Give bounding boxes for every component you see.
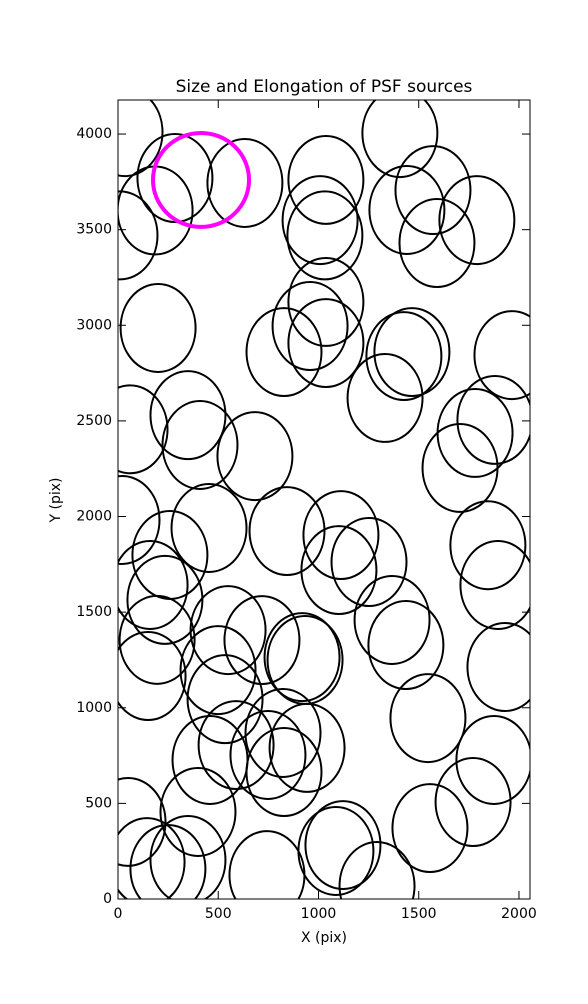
psf-ellipse [346,352,424,443]
psf-ellipse [118,190,159,281]
psf-ellipse [118,817,186,899]
psf-ellipse [389,673,467,764]
plot-frame [117,99,531,900]
psf-ellipse [268,702,346,793]
psf-ellipse [186,654,264,745]
psf-ellipse [223,595,301,686]
y-tick-label: 1500 [76,604,112,620]
psf-ellipse [434,757,512,848]
psf-ellipse [365,311,443,402]
x-tick-label: 1500 [401,906,437,922]
psf-ellipse [455,714,530,805]
psf-ellipse [149,370,227,461]
psf-ellipse [159,767,237,857]
psf-ellipse [281,175,359,266]
psf-ellipse [118,776,167,867]
psf-ellipse [438,175,516,266]
psf-ellipse [287,134,365,225]
y-tick-label: 2000 [76,509,112,525]
psf-ellipse [456,374,530,465]
psf-ellipse [271,281,349,372]
x-tick-label: 2000 [501,906,537,922]
psf-ellipse [245,727,323,818]
psf-ellipse [263,612,341,703]
psf-ellipse [118,474,161,565]
psf-ellipse [161,400,239,490]
psf-ellipse [398,198,476,289]
y-tick-label: 3500 [76,222,112,238]
x-tick-label: 500 [205,906,232,922]
y-axis-label: Y (pix) [48,478,64,524]
psf-ellipse [118,631,187,721]
psf-ellipse [449,500,527,591]
plot-area [118,100,530,899]
psf-ellipse [330,517,408,608]
chart-title: Size and Elongation of PSF sources [176,77,473,97]
y-tick-label: 3000 [76,317,112,333]
psf-ellipse [459,540,530,630]
psf-ellipse [206,138,284,228]
psf-ellipse [229,710,307,800]
psf-ellipse [149,815,227,899]
y-tick-label: 4000 [76,126,112,142]
psf-ellipse [248,486,326,577]
psf-ellipse [189,585,267,676]
psf-ellipse [287,256,365,347]
psf-ellipse [150,130,252,229]
psf-ellipse [179,625,257,716]
psf-ellipse [394,145,472,236]
psf-ellipse [368,164,446,255]
psf-ellipse [338,841,416,899]
psf-ellipse [118,100,164,178]
psf-ellipse [304,800,382,891]
psf-ellipse [421,422,499,513]
psf-ellipse [129,824,207,899]
psf-ellipse [245,307,323,398]
psf-ellipse [373,307,451,398]
psf-ellipse [197,700,275,791]
psf-ellipse [466,622,530,712]
psf-ellipse [473,310,530,401]
psf-ellipse [170,483,248,573]
psf-ellipse [118,594,196,685]
x-tick-label: 0 [114,906,123,922]
y-tick-label: 0 [103,891,112,907]
psf-ellipse [297,806,375,896]
y-tick-label: 1000 [76,700,112,716]
psf-ellipse [118,540,189,630]
psf-ellipse [126,554,204,645]
psf-ellipse [391,783,469,874]
y-tick-label: 500 [85,795,112,811]
psf-ellipse [287,298,365,389]
psf-ellipse [119,282,197,373]
psf-ellipse [118,384,169,475]
psf-ellipse [367,600,445,691]
x-axis-label: X (pix) [301,930,347,946]
psf-ellipse [361,100,439,179]
psf-ellipse [302,490,380,581]
x-tick-label: 1000 [301,906,337,922]
psf-ellipse [300,525,378,616]
psf-ellipse [136,133,214,224]
psf-ellipse [244,688,322,778]
psf-ellipse [286,190,364,281]
y-tick-label: 2500 [76,413,112,429]
psf-ellipse [353,574,431,665]
psf-ellipse [216,411,294,502]
